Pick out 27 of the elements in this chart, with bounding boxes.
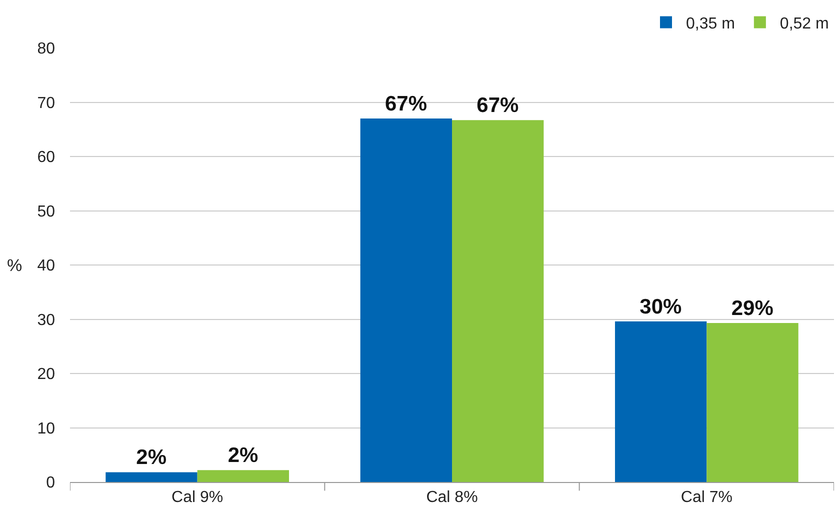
y-axis-title: % [7,256,22,275]
data-label: 67% [476,94,520,118]
data-label: 30% [640,295,682,318]
y-tick-label: 0 [46,474,56,492]
bar [614,321,707,482]
data-label: 67% [384,92,428,116]
x-tick-label: Cal 8% [426,489,478,506]
x-tick-label: Cal 7% [680,489,732,506]
y-tick-label: 30 [37,312,56,329]
y-tick-label: 50 [37,203,56,220]
y-tick-label: 40 [37,258,56,275]
y-tick-label: 60 [37,149,56,166]
x-tick-label: Cal 9% [172,489,224,506]
data-label: 2% [228,444,259,468]
y-tick-label: 20 [37,366,56,384]
bar [452,120,544,482]
bar [360,118,452,482]
data-label: 29% [731,297,774,320]
bar [106,472,198,482]
y-tick-label: 80 [37,40,56,58]
y-tick-label: 10 [37,420,56,438]
bar [197,470,290,482]
data-label: 2% [136,446,167,470]
legend-label: 0,35 m [686,15,735,32]
bar [706,323,798,482]
y-tick-label: 70 [37,94,56,112]
legend-label: 0,52 m [780,15,829,32]
